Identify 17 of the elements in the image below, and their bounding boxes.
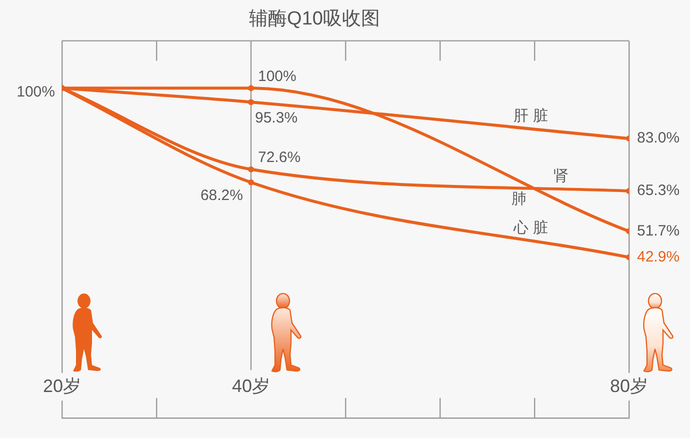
x-tick-label: 80岁 [610,376,648,396]
data-label: 83.0% [637,130,680,147]
data-label: 95.3% [255,110,298,127]
x-tick-label: 40岁 [232,376,270,396]
data-label: 68.2% [200,187,243,204]
series-label: 肺 [512,190,527,208]
series-label: 肝 脏 [514,107,548,124]
x-tick-label: 20岁 [42,376,82,396]
series-label: 肾 [553,168,568,185]
annotation: 100% [16,83,55,100]
data-label: 42.9% [637,248,680,266]
chart-title: 辅酶Q10吸收图 [249,8,380,30]
data-label: 100% [258,68,296,85]
data-label: 72.6% [258,148,301,166]
data-label: 51.7% [637,222,680,240]
series-label: 心 脏 [512,219,548,236]
data-label: 65.3% [637,182,680,200]
